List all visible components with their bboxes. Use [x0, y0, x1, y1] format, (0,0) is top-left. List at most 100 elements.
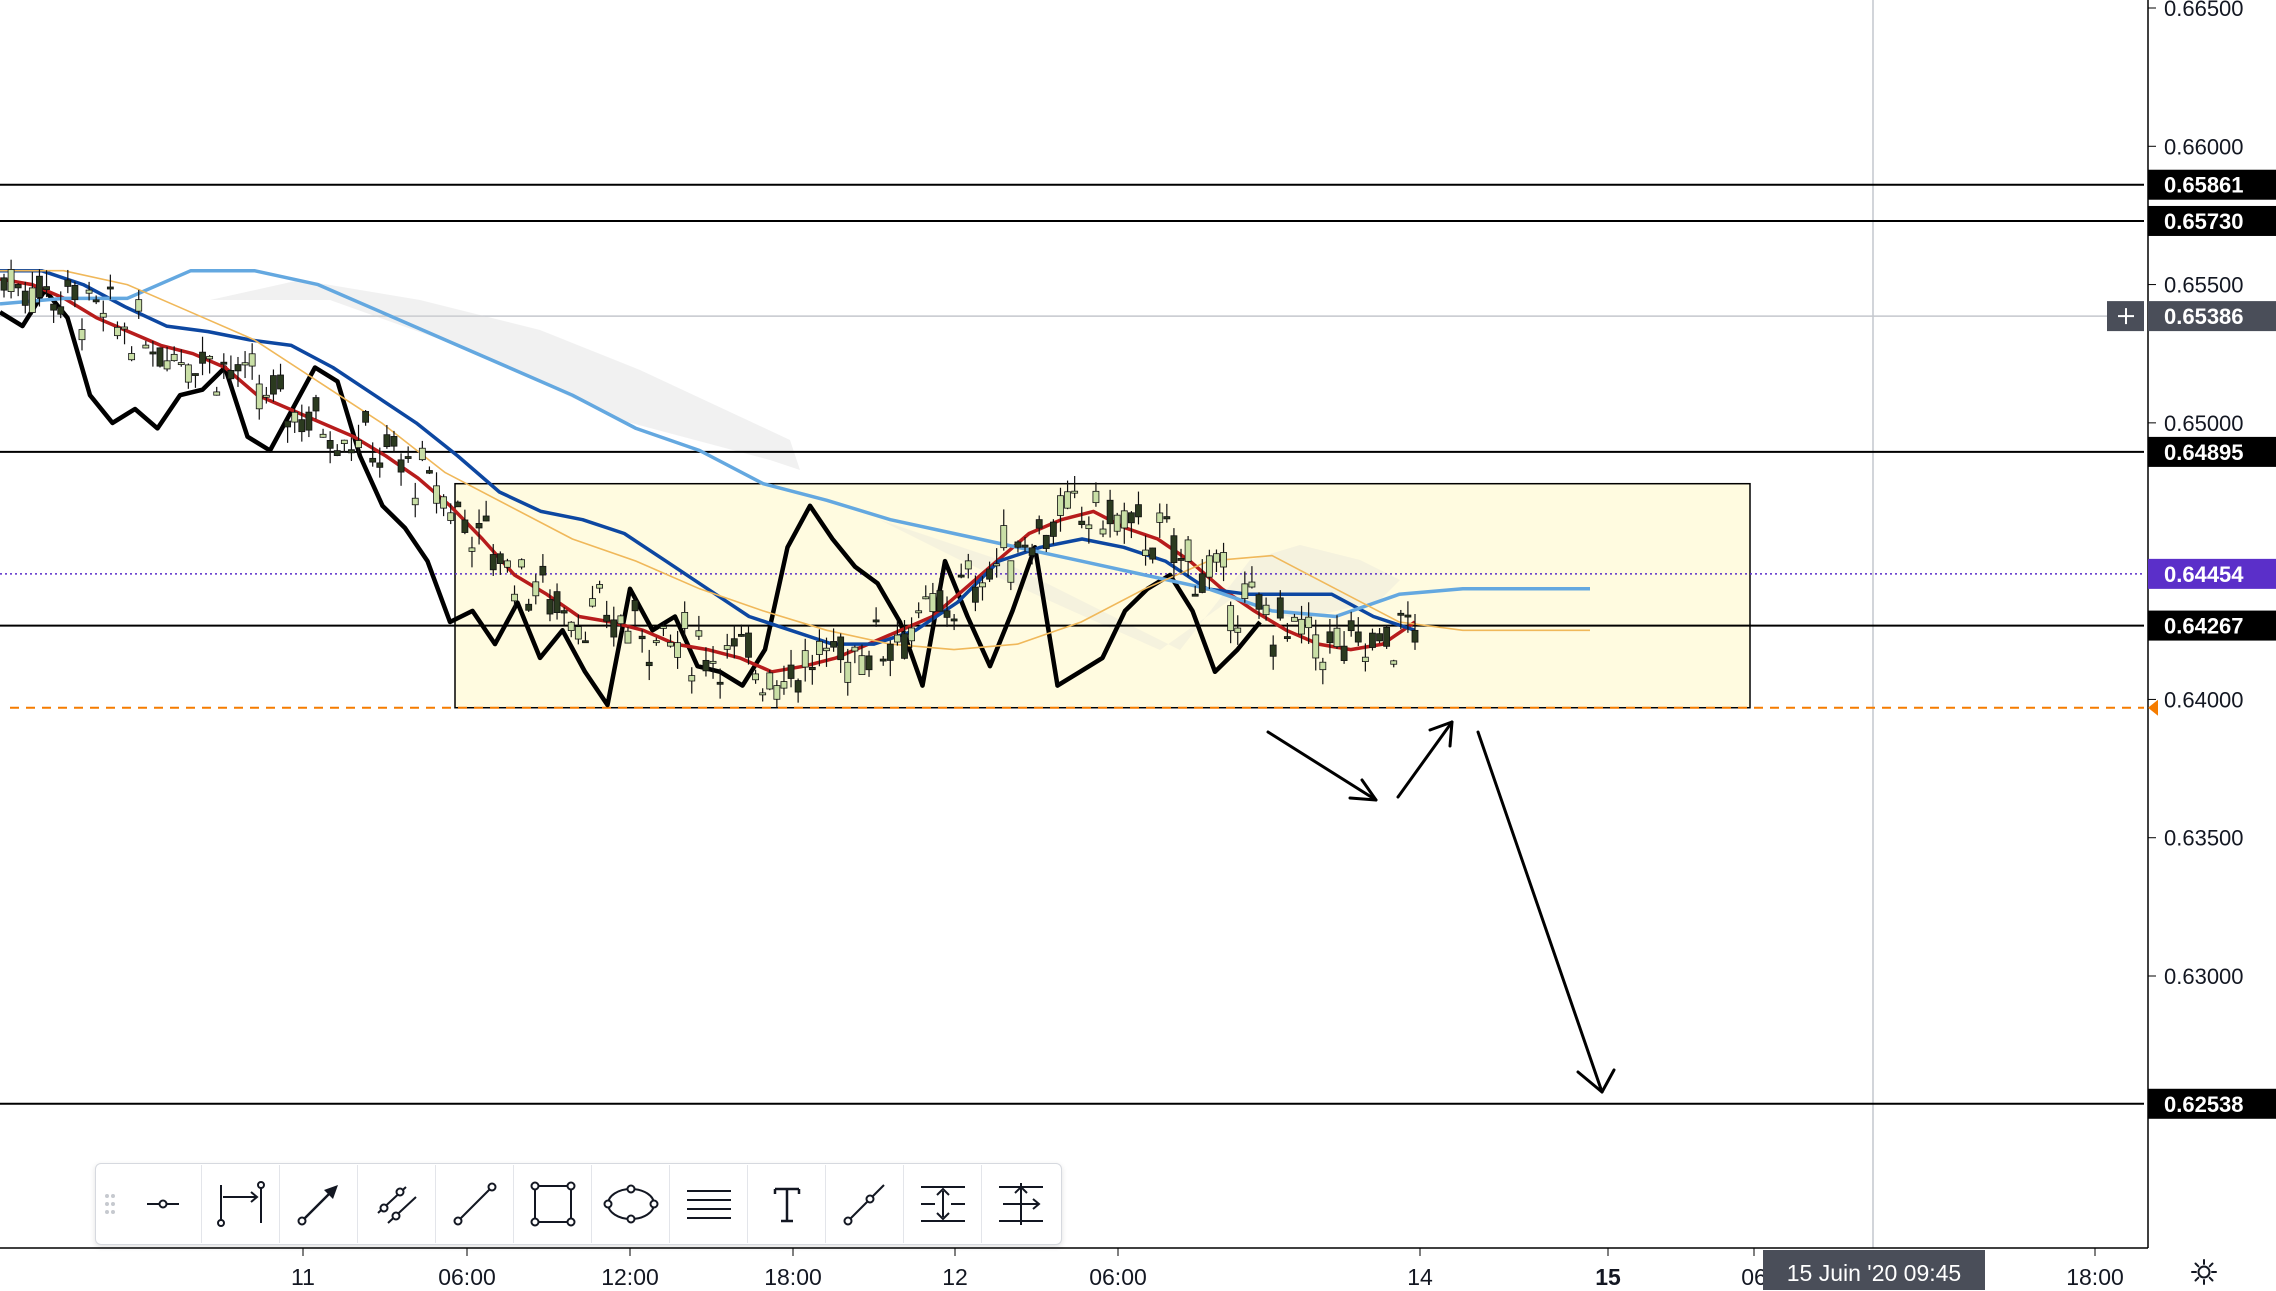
- candle: [298, 404, 306, 442]
- candle-body: [1411, 629, 1419, 643]
- candle: [192, 373, 199, 388]
- y-tick-label: 0.66500: [2164, 0, 2244, 21]
- candle-body: [780, 681, 788, 689]
- candle: [1177, 548, 1185, 574]
- candle: [745, 625, 752, 665]
- candle-body: [929, 593, 937, 613]
- text-tool-button[interactable]: [748, 1165, 826, 1243]
- y-tick-label: 0.63500: [2164, 826, 2244, 851]
- candle: [468, 536, 476, 568]
- candle: [971, 575, 979, 612]
- candle-body: [1099, 528, 1107, 535]
- x-tick-label: 12:00: [601, 1264, 659, 1290]
- candle-body: [1404, 614, 1412, 618]
- horizontal-ray-tool-button[interactable]: [124, 1165, 202, 1243]
- candle: [674, 630, 681, 669]
- candle-body: [14, 284, 22, 289]
- candle-body: [128, 353, 136, 361]
- candle: [36, 269, 43, 307]
- horizontal-lines-tool-button[interactable]: [670, 1165, 748, 1243]
- price-range-tool-button[interactable]: [904, 1165, 982, 1243]
- candle: [596, 580, 603, 594]
- series-line: [0, 287, 1262, 708]
- candle: [170, 346, 178, 362]
- arrow-tool-button[interactable]: [280, 1165, 358, 1243]
- candle-body: [50, 303, 58, 311]
- cloud-area: [210, 280, 800, 470]
- candle-body: [270, 375, 277, 395]
- candle: [1085, 516, 1093, 544]
- candle-body: [333, 450, 341, 457]
- candle: [333, 444, 341, 457]
- candle: [14, 283, 22, 297]
- candle: [418, 440, 426, 462]
- candle: [1205, 549, 1213, 590]
- candle-body: [184, 364, 192, 383]
- candle: [1057, 487, 1064, 532]
- candle-body: [1220, 552, 1227, 568]
- candle-body: [291, 411, 299, 423]
- candle: [227, 355, 235, 390]
- candle: [532, 574, 540, 605]
- candle-body: [716, 681, 724, 685]
- x-tick-label: 18:00: [2066, 1264, 2124, 1290]
- candle: [149, 341, 157, 367]
- candle: [369, 442, 377, 467]
- candle-body: [603, 614, 611, 622]
- candle: [1184, 536, 1192, 577]
- candle: [220, 353, 228, 379]
- candle: [404, 446, 412, 463]
- ray-tool-button[interactable]: [826, 1165, 904, 1243]
- candle-body: [28, 287, 36, 313]
- candle: [1227, 601, 1235, 644]
- candle-body: [830, 641, 837, 648]
- parallel-channel-tool-button[interactable]: [358, 1165, 436, 1243]
- candle-body: [738, 633, 745, 637]
- candle: [447, 503, 455, 525]
- candle: [1120, 502, 1128, 544]
- candle-body: [667, 642, 674, 647]
- candle-body: [1248, 581, 1256, 588]
- candle-body: [1369, 632, 1376, 648]
- candle: [1347, 611, 1355, 637]
- date-price-range-tool-button[interactable]: [982, 1165, 1059, 1243]
- ellipse-tool-button[interactable]: [592, 1165, 670, 1243]
- candle: [1234, 615, 1242, 645]
- candle: [454, 500, 462, 508]
- candle: [837, 633, 845, 673]
- price-tag-text: 0.65730: [2164, 209, 2244, 234]
- candle: [688, 667, 696, 694]
- y-tick-label: 0.66000: [2164, 134, 2244, 159]
- candle: [383, 424, 391, 449]
- candle-body: [426, 470, 433, 474]
- candle-body: [1255, 594, 1263, 610]
- candle: [277, 363, 284, 392]
- candle-body: [433, 485, 440, 504]
- trend-line-tool-button[interactable]: [436, 1165, 514, 1243]
- candle-body: [64, 279, 72, 287]
- candle-body: [106, 286, 114, 290]
- rectangle-tool-button[interactable]: [514, 1165, 592, 1243]
- candle-body: [660, 626, 667, 629]
- candle-body: [1397, 612, 1405, 616]
- candle: [865, 650, 873, 677]
- candle-body: [518, 559, 526, 568]
- date-range-tool-button[interactable]: [202, 1165, 280, 1243]
- candle-body: [312, 397, 320, 412]
- candle: [128, 346, 136, 362]
- ray-icon: [843, 1184, 885, 1226]
- candle: [518, 558, 526, 570]
- candle: [78, 318, 86, 351]
- drag-handle-icon[interactable]: [96, 1164, 124, 1244]
- candle: [1014, 540, 1022, 553]
- candle: [199, 336, 206, 376]
- candle-body: [865, 655, 873, 671]
- candle: [1113, 512, 1121, 536]
- candle-body: [525, 603, 533, 611]
- candle-body: [1361, 656, 1369, 663]
- settings-gear-icon[interactable]: [2190, 1258, 2218, 1291]
- candle: [787, 649, 795, 688]
- candle: [1376, 628, 1383, 644]
